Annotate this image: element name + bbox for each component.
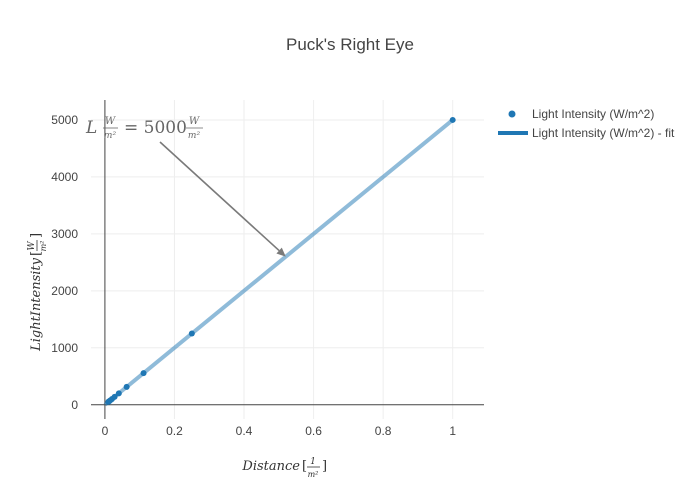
x-tick-labels: 0 0.2 0.4 0.6 0.8 1 <box>102 424 457 438</box>
y-tick-label: 4000 <box>51 170 78 184</box>
x-tick-label: 0.4 <box>236 424 253 438</box>
fit-line <box>103 118 454 407</box>
legend-label-fit: Light Intensity (W/m^2) - fit <box>532 126 675 140</box>
svg-text:]: ] <box>29 233 44 238</box>
data-point <box>140 370 147 377</box>
annotation-arrowhead <box>276 247 286 257</box>
data-point <box>188 330 195 337</box>
y-tick-label: 2000 <box>51 284 78 298</box>
annotation-unit-den-2: m² <box>188 131 201 141</box>
svg-text:Distance: Distance <box>241 459 300 474</box>
svg-text:[: [ <box>302 459 307 474</box>
svg-text:[: [ <box>29 251 44 256</box>
y-tick-label: 1000 <box>51 341 78 355</box>
data-point <box>123 383 130 390</box>
y-tick-label: 3000 <box>51 227 78 241</box>
annotation-arrow <box>159 141 280 252</box>
legend-item-markers[interactable]: Light Intensity (W/m^2) <box>508 107 655 121</box>
y-axis-unit-den: m² <box>39 241 48 252</box>
annotation: L W m² = 5000 W m² <box>85 116 286 257</box>
x-tick-label: 0.8 <box>375 424 392 438</box>
annotation-value: = 5000 <box>124 118 187 138</box>
svg-text:]: ] <box>322 459 327 474</box>
x-tick-label: 0.2 <box>166 424 183 438</box>
legend-label-markers: Light Intensity (W/m^2) <box>532 107 654 121</box>
data-point <box>105 398 112 405</box>
marker-layer <box>105 116 456 405</box>
y-axis-unit-num: W <box>27 241 37 251</box>
x-tick-label: 0.6 <box>305 424 322 438</box>
x-tick-label: 1 <box>449 424 456 438</box>
legend: Light Intensity (W/m^2) Light Intensity … <box>498 107 675 140</box>
legend-item-fit[interactable]: Light Intensity (W/m^2) - fit <box>498 126 675 140</box>
annotation-prefix: L <box>85 118 97 138</box>
x-axis-unit-den: m² <box>308 470 319 479</box>
data-point <box>115 390 122 397</box>
fit-line-layer <box>103 118 454 407</box>
chart-title: Puck's Right Eye <box>286 35 414 54</box>
legend-marker-icon <box>508 110 516 118</box>
data-point <box>449 116 456 123</box>
annotation-unit-num-1: W <box>105 116 116 127</box>
svg-text:LightIntensity: LightIntensity <box>29 257 44 352</box>
axes <box>91 100 484 419</box>
x-axis-label-word: Distance <box>241 459 300 474</box>
x-tick-label: 0 <box>102 424 109 438</box>
x-axis-unit-num: 1 <box>310 457 316 467</box>
annotation-unit-den-1: m² <box>104 131 117 141</box>
y-tick-labels: 0 1000 2000 3000 4000 5000 <box>51 113 78 412</box>
annotation-unit-num-2: W <box>189 116 200 127</box>
grid-lines <box>91 100 484 419</box>
y-tick-label: 0 <box>71 398 78 412</box>
x-axis-label: Distance [ 1 m² ] <box>241 457 327 479</box>
y-axis-label-word: LightIntensity <box>29 257 44 352</box>
y-tick-label: 5000 <box>51 113 78 127</box>
y-axis-label: LightIntensity [ W m² ] <box>27 233 48 352</box>
